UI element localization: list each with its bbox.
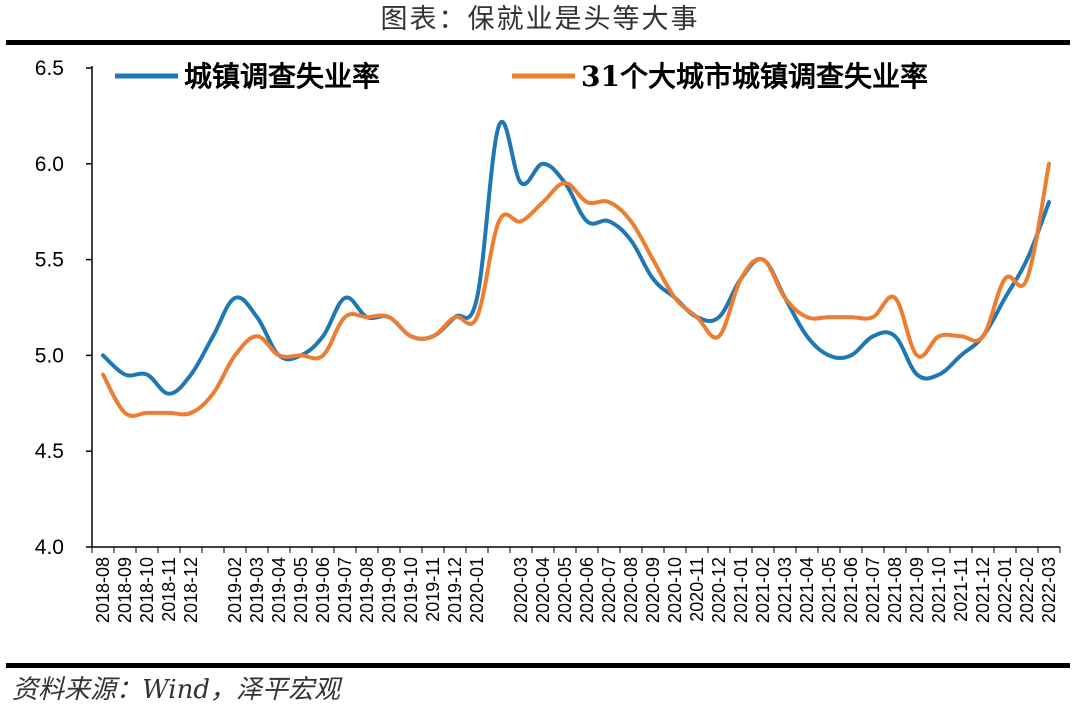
bottom-rule — [6, 663, 1070, 668]
x-tick-label: 2018-11 — [159, 557, 179, 622]
chart-title: 图表：保就业是头等大事 — [380, 4, 700, 35]
x-tick-label: 2019-06 — [313, 557, 333, 623]
x-tick-label: 2021-05 — [819, 557, 839, 623]
x-tick-label: 2021-02 — [753, 557, 773, 623]
x-tick-label: 2019-04 — [269, 557, 289, 623]
series-line-1 — [101, 119, 1051, 396]
y-tick-label: 5.0 — [35, 344, 64, 367]
x-tick-label: 2019-07 — [335, 557, 355, 623]
x-tick-label: 2020-10 — [665, 557, 685, 623]
x-tick-label: 2020-09 — [643, 557, 663, 623]
legend-label-1: 城镇调查失业率 — [184, 60, 380, 93]
source-note: 资料来源：Wind，泽平宏观 — [12, 675, 340, 705]
x-tick-label: 2020-08 — [621, 557, 641, 623]
x-tick-label: 2018-10 — [137, 557, 157, 623]
x-tick-label: 2020-03 — [511, 557, 531, 623]
x-tick-label: 2020-01 — [467, 557, 487, 623]
x-tick-label: 2021-12 — [973, 557, 993, 623]
y-tick-label: 5.5 — [35, 249, 64, 272]
x-tick-label: 2020-07 — [599, 557, 619, 623]
x-tick-label: 2020-04 — [533, 557, 553, 623]
x-tick-label: 2019-05 — [291, 557, 311, 623]
x-tick-label: 2021-04 — [797, 557, 817, 623]
x-tick-label: 2019-11 — [423, 557, 443, 622]
x-tick-label: 2021-09 — [907, 557, 927, 623]
x-tick-label: 2018-12 — [181, 557, 201, 623]
top-rule — [6, 40, 1070, 45]
x-tick-label: 2020-05 — [555, 557, 575, 623]
legend-label-2: 31个大城市城镇调查失业率 — [581, 60, 928, 93]
x-tick-label: 2022-01 — [995, 557, 1015, 623]
x-tick-label: 2019-10 — [401, 557, 421, 623]
x-tick-label: 2021-10 — [929, 557, 949, 623]
x-tick-label: 2019-08 — [357, 557, 377, 623]
series-lines — [101, 119, 1051, 418]
x-tick-label: 2020-11 — [687, 557, 707, 622]
x-tick-label: 2020-12 — [709, 557, 729, 623]
x-tick-label: 2019-09 — [379, 557, 399, 623]
x-tick-label: 2019-02 — [225, 557, 245, 623]
x-tick-label: 2022-02 — [1017, 557, 1037, 623]
x-tick-label: 2022-03 — [1039, 557, 1059, 623]
x-tick-label: 2018-09 — [115, 557, 135, 623]
legend: 城镇调查失业率 31个大城市城镇调查失业率 — [115, 60, 928, 93]
y-tick-label: 4.5 — [35, 440, 64, 463]
x-tick-label: 2021-06 — [841, 557, 861, 623]
series-line-2 — [101, 161, 1051, 418]
y-tick-label: 6.0 — [35, 153, 64, 176]
x-tick-label: 2021-07 — [863, 557, 883, 623]
x-tick-label: 2021-03 — [775, 557, 795, 623]
x-tick-label: 2021-08 — [885, 557, 905, 623]
y-tick-label: 6.5 — [35, 57, 64, 80]
x-tick-label: 2021-11 — [951, 557, 971, 622]
x-tick-label: 2020-06 — [577, 557, 597, 623]
x-tick-label: 2019-12 — [445, 557, 465, 623]
y-tick-label: 4.0 — [35, 536, 64, 559]
x-tick-label: 2021-01 — [731, 557, 751, 623]
x-tick-label: 2019-03 — [247, 557, 267, 623]
x-tick-label: 2018-08 — [93, 557, 113, 623]
